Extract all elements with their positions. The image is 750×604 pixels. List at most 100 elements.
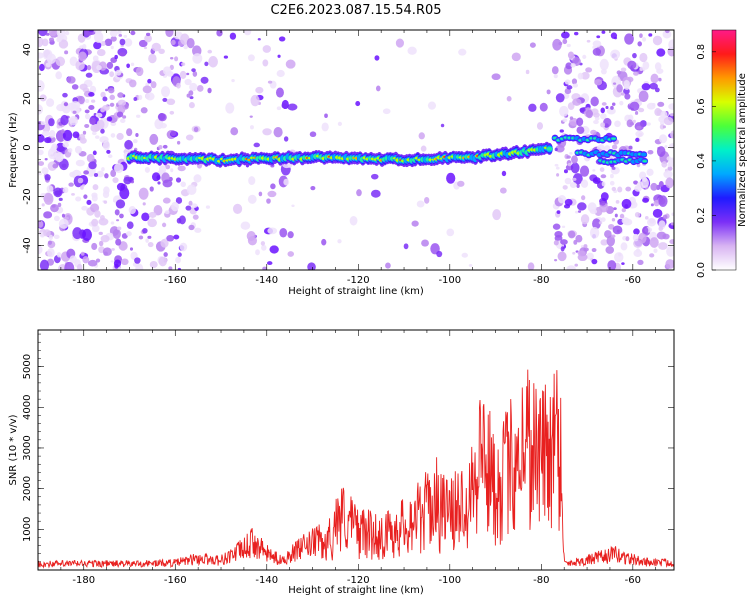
spectrogram-noise-cell bbox=[38, 36, 44, 48]
spectrogram-noise-cell bbox=[309, 131, 317, 138]
spectrogram-noise-cell bbox=[100, 41, 106, 47]
spectrogram-noise-cell bbox=[610, 173, 614, 179]
spectrogram-noise-cell bbox=[600, 217, 606, 222]
spectrogram-noise-cell bbox=[250, 94, 260, 107]
spectrogram-noise-cell bbox=[58, 39, 69, 49]
spectrogram-noise-cell bbox=[611, 102, 616, 106]
spectrogram-noise-cell bbox=[191, 68, 196, 73]
spectrogram-noise-cell bbox=[407, 46, 417, 55]
spectrogram-noise-cell bbox=[633, 180, 639, 185]
spectrogram-noise-cell bbox=[257, 38, 261, 41]
snr-y-tick-label: 5000 bbox=[22, 354, 33, 379]
spectrogram-noise-cell bbox=[38, 63, 45, 72]
colorbar-label: Normalized spectral amplitude bbox=[737, 73, 748, 227]
spectrogram-noise-cell bbox=[601, 181, 606, 187]
spectrogram-noise-cell bbox=[321, 122, 329, 132]
spectrogram-noise-cell bbox=[124, 38, 133, 47]
spectrogram-noise-cell bbox=[647, 149, 654, 155]
spectrogram-noise-cell bbox=[43, 192, 54, 205]
spectrogram-noise-cell bbox=[603, 117, 612, 128]
spectrogram-noise-cell bbox=[656, 231, 667, 240]
spectrogram-noise-cell bbox=[179, 70, 187, 79]
snr-y-tick-label: 4000 bbox=[22, 395, 33, 420]
spectrogram-noise-cell bbox=[91, 242, 98, 251]
spectrogram-ticks: -180 -160 -140 -120 -100 -80 -60 -40 -20 0 20 40 bbox=[22, 30, 674, 286]
snr-x-tick-label: -120 bbox=[347, 575, 370, 586]
spectrogram-noise-cell bbox=[279, 227, 288, 238]
spectrogram-noise-cell bbox=[261, 244, 267, 251]
spectrogram-noise-cell bbox=[38, 52, 44, 59]
spectrogram-noise-cell bbox=[188, 102, 195, 109]
spectrogram-noise-cell bbox=[110, 169, 117, 178]
spectrogram-noise-cell bbox=[39, 259, 50, 270]
spectrogram-noise-cell bbox=[84, 99, 90, 104]
spectrogram-noise-cell bbox=[668, 39, 674, 51]
spectrogram-noise-cell bbox=[79, 133, 86, 141]
spectrogram-noise-cell bbox=[668, 103, 674, 110]
spectrogram-noise-cell bbox=[604, 230, 612, 239]
spectrogram-noise-cell bbox=[663, 170, 673, 179]
spectrogram-noise-cell bbox=[667, 166, 673, 171]
spectrogram-noise-cell bbox=[62, 92, 68, 98]
spectrogram-noise-cell bbox=[78, 51, 87, 62]
spectrogram-noise-cell bbox=[77, 177, 84, 184]
spectrogram-noise-cell bbox=[87, 259, 98, 267]
spectrogram-noise-cell bbox=[599, 167, 605, 172]
spectrogram-noise-cell bbox=[176, 217, 182, 224]
spectrogram-noise-cell bbox=[150, 81, 157, 89]
spectrogram-noise-cell bbox=[262, 128, 272, 136]
spectrogram-noise-cell bbox=[112, 228, 121, 240]
spectrogram-noise-cell bbox=[569, 116, 574, 120]
spectrogram-noise-cell bbox=[41, 38, 49, 47]
spectrogram-noise-cell bbox=[151, 42, 161, 52]
spectrogram-noise-cell bbox=[567, 163, 572, 167]
spectrogram-noise-cell bbox=[101, 167, 105, 172]
spectrogram-noise-cell bbox=[117, 99, 127, 107]
snr-panel: -180 -160 -140 -120 -100 -80 -60 1000 2000 3000 40… bbox=[8, 329, 675, 596]
spectrogram-noise-cell bbox=[641, 83, 651, 91]
spectrogram-noise-cell bbox=[642, 226, 649, 235]
spectrogram-noise-cell bbox=[107, 154, 113, 159]
spectrogram-noise-cell bbox=[607, 260, 617, 270]
spectrogram-noise-cell bbox=[653, 199, 660, 207]
spectrogram-echo-core bbox=[642, 160, 647, 163]
spectrogram-noise-cell bbox=[114, 209, 120, 216]
spectrogram-noise-cell bbox=[666, 246, 674, 257]
spectrogram-x-tick-label: -100 bbox=[438, 275, 461, 286]
spectrogram-noise-cell bbox=[128, 206, 136, 215]
spectrogram-noise-cell bbox=[46, 98, 55, 107]
spectrogram-noise-cell bbox=[646, 102, 656, 110]
spectrogram-noise-cell bbox=[56, 37, 62, 43]
spectrogram-noise-cell bbox=[616, 70, 622, 75]
spectrogram-noise-cell bbox=[656, 48, 666, 57]
spectrogram-noise-cell bbox=[69, 255, 77, 264]
spectrogram-noise-cell bbox=[240, 221, 251, 230]
spectrogram-noise-cell bbox=[162, 179, 173, 188]
spectrogram-noise-cell bbox=[75, 60, 85, 71]
spectrogram-noise-cell bbox=[93, 172, 99, 177]
spectrogram-noise-cell bbox=[628, 145, 633, 150]
spectrogram-noise-cell bbox=[72, 227, 83, 240]
spectrogram-noise-cell bbox=[185, 205, 192, 211]
spectrogram-noise-cell bbox=[569, 182, 577, 188]
spectrogram-noise-cell bbox=[249, 115, 253, 118]
spectrogram-noise-cell bbox=[639, 33, 643, 38]
snr-series-line bbox=[38, 369, 674, 569]
spectrogram-noise-cell bbox=[62, 142, 69, 148]
spectrogram-noise-cell bbox=[605, 105, 609, 110]
spectrogram-noise-cell bbox=[652, 35, 663, 46]
spectrogram-noise-cell bbox=[581, 71, 590, 80]
spectrogram-noise-cell bbox=[168, 266, 173, 270]
spectrogram-noise-cell bbox=[612, 82, 617, 85]
spectrogram-noise-cell bbox=[83, 170, 89, 175]
spectrogram-noise-cell bbox=[82, 130, 87, 135]
spectrogram-noise-cell bbox=[147, 235, 152, 239]
spectrogram-noise-cell bbox=[385, 262, 391, 269]
spectrogram-noise-cell bbox=[670, 222, 674, 226]
spectrogram-noise-cell bbox=[658, 116, 665, 123]
spectrogram-noise-cell bbox=[579, 107, 586, 113]
spectrogram-noise-cell bbox=[576, 126, 585, 134]
spectrogram-noise-cell bbox=[600, 68, 607, 75]
snr-x-tick-label: -140 bbox=[255, 575, 278, 586]
spectrogram-noise-cell bbox=[285, 59, 296, 69]
